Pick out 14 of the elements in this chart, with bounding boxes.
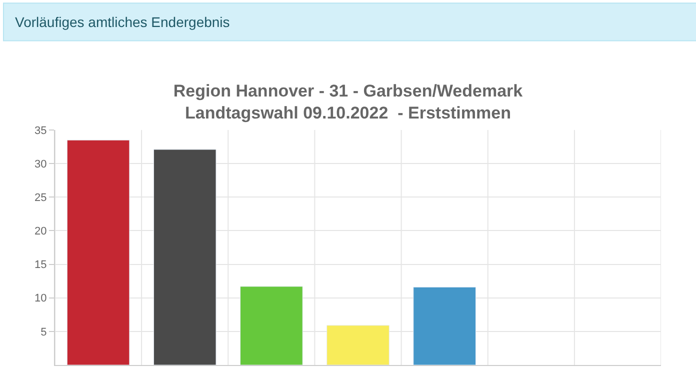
bar xyxy=(240,286,303,365)
y-tick-label: 5 xyxy=(40,326,47,338)
y-tick-label: 10 xyxy=(34,292,47,305)
bar xyxy=(66,140,130,365)
text: Vorläufiges amtliches Endergebnis xyxy=(15,14,230,30)
y-tick-label: 20 xyxy=(34,226,47,238)
y-tick-label: 30 xyxy=(34,158,47,170)
bar xyxy=(413,286,476,365)
y-tick-label: 25 xyxy=(34,192,47,204)
bar xyxy=(153,149,216,365)
bar xyxy=(326,325,390,365)
chart-title: Region Hannover - 31 - Garbsen/Wedemark Landtagswahl 09.10.2022 - Erststimmen xyxy=(173,81,524,122)
y-tick-label: 35 xyxy=(34,124,47,137)
y-tick-label: 15 xyxy=(34,259,47,272)
